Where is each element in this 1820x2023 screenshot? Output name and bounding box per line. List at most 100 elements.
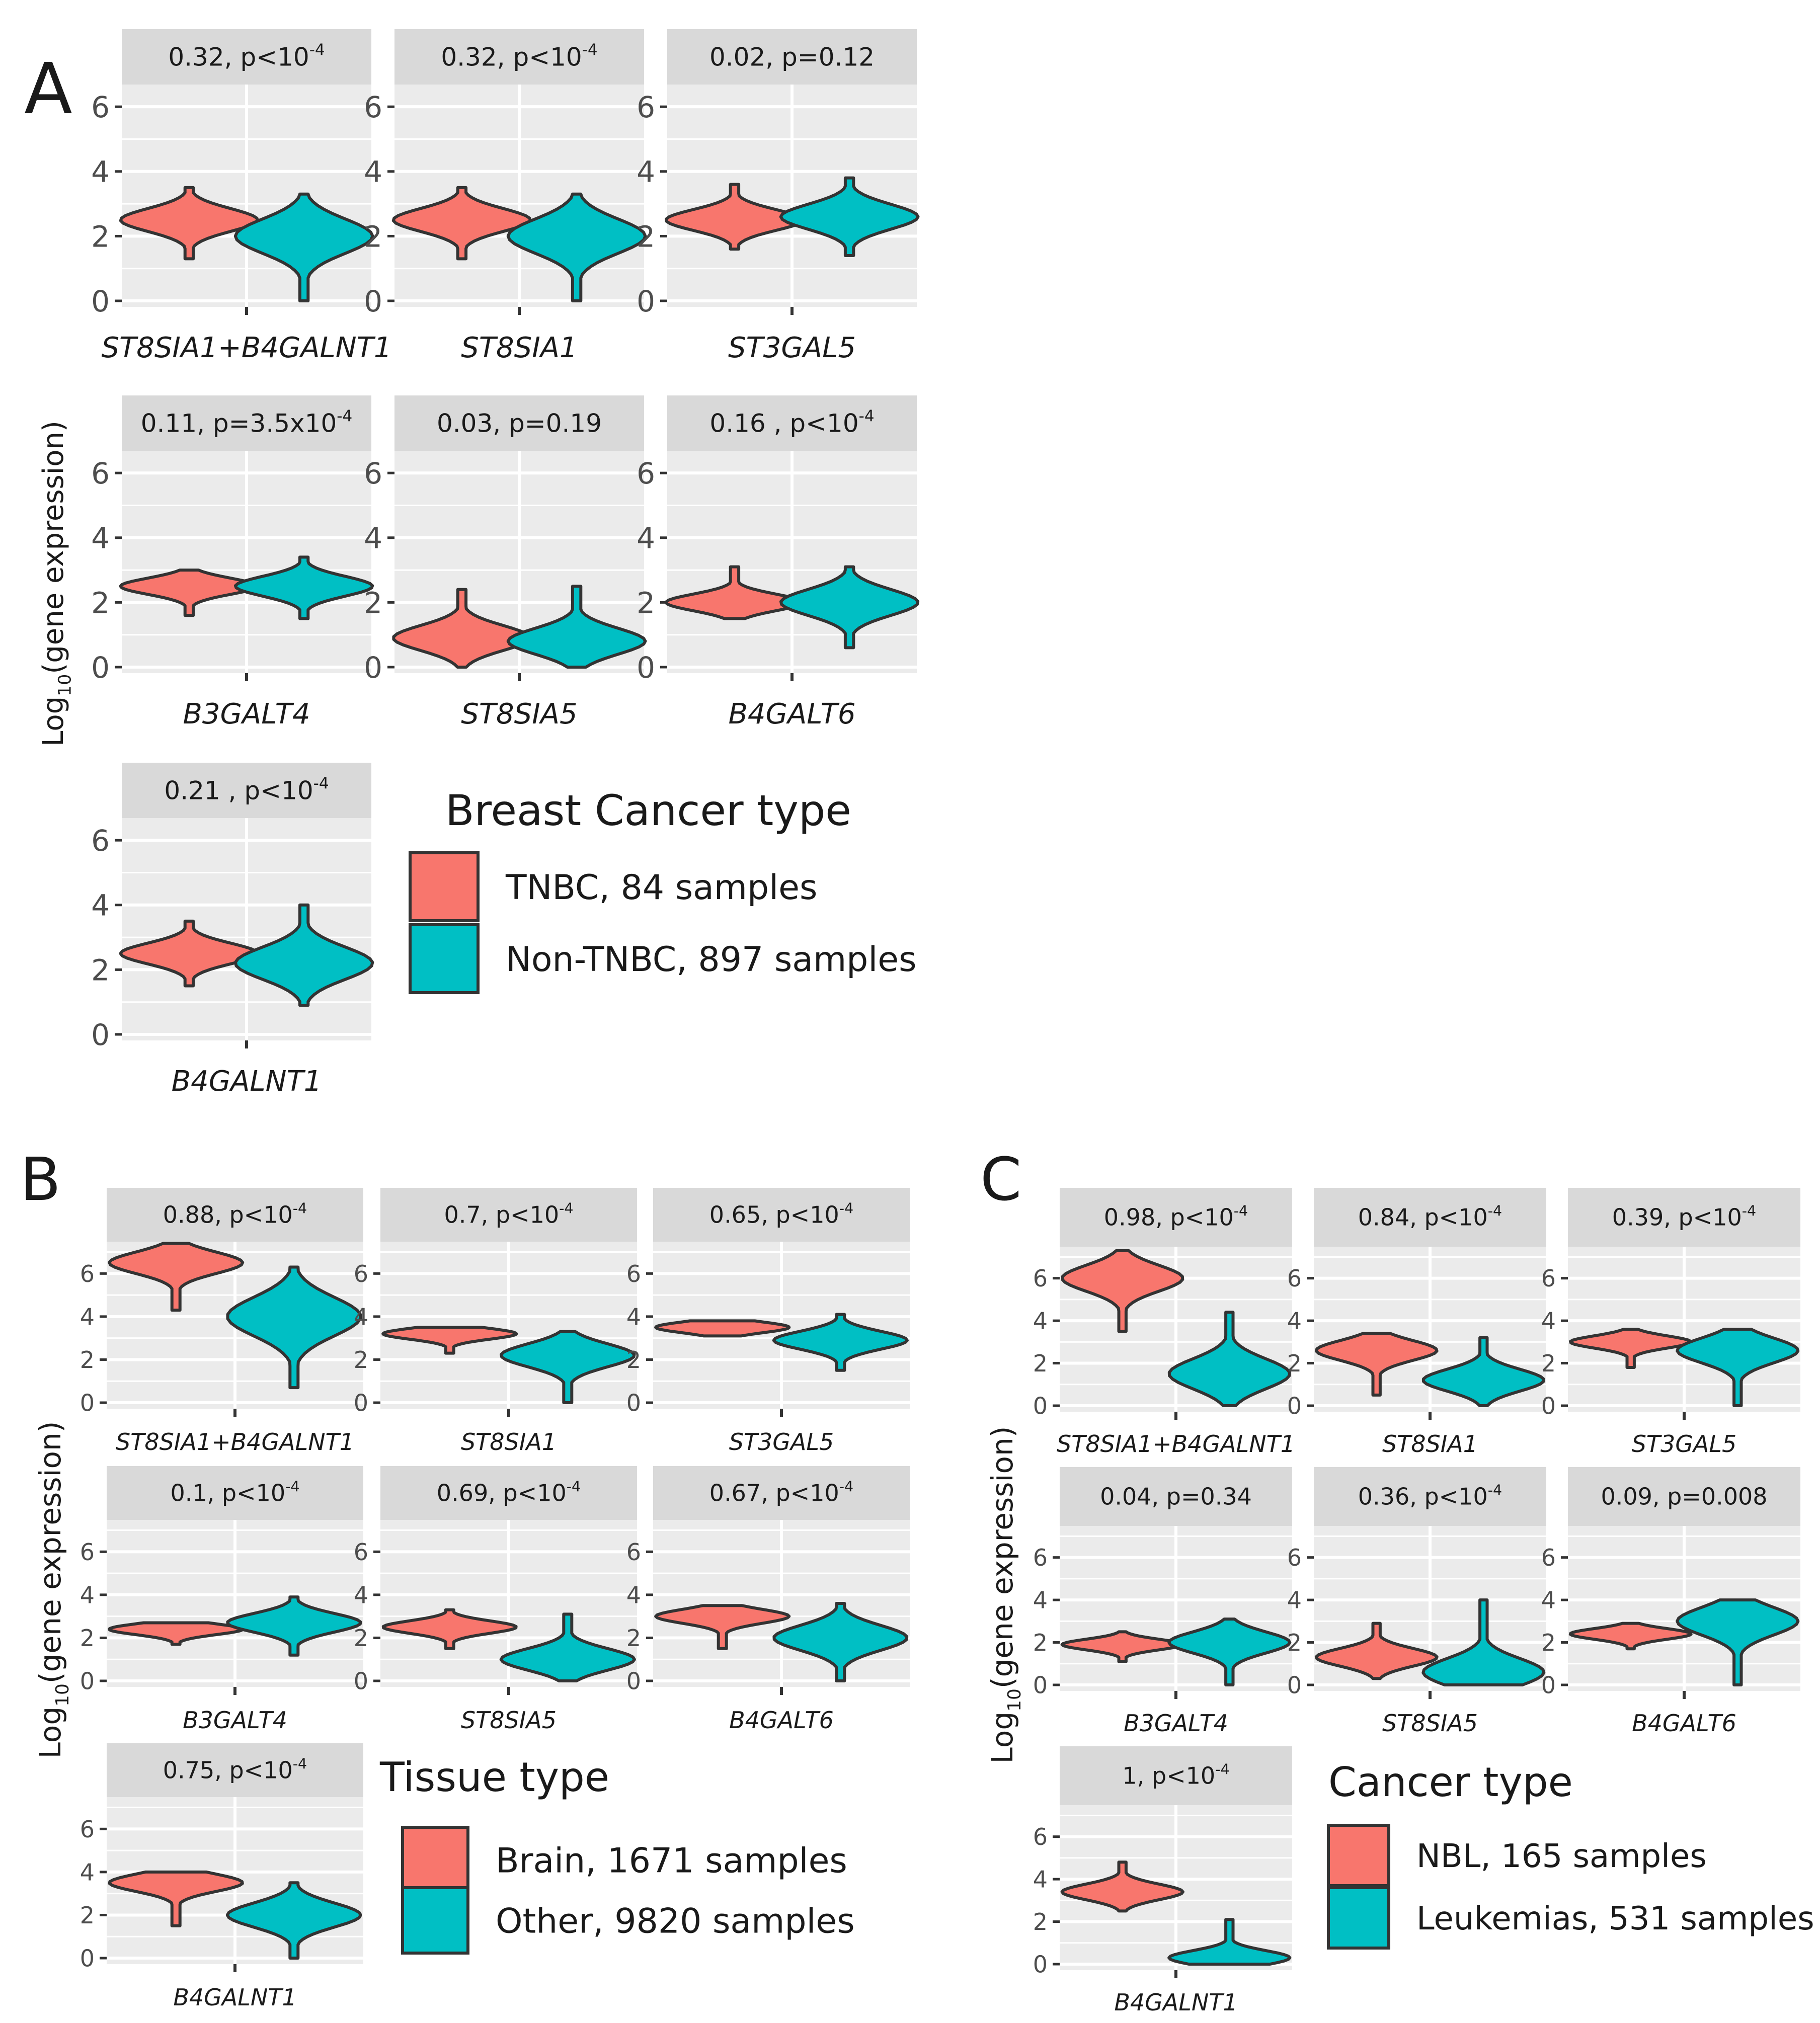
- strip-stat: 0.75, p<10: [163, 1757, 293, 1784]
- facet-strip: [122, 395, 371, 451]
- strip-exponent: -4: [839, 1200, 853, 1217]
- y-axis-title-rest: (gene expression): [33, 1421, 67, 1684]
- facet-st8sia5: 0.03, p=0.19 0 2 4 6 ST8SIA5: [364, 395, 647, 731]
- facet-strip: [1568, 1467, 1800, 1526]
- gene-label: B4GALNT1: [1114, 1989, 1237, 2016]
- y-tick-label: 6: [1033, 1823, 1048, 1850]
- y-axis-title-sub: 10: [1004, 1688, 1025, 1712]
- y-tick-label: 0: [91, 284, 110, 318]
- y-axis-title: Log10(gene expression): [33, 1421, 73, 1759]
- strip-stat: 0.04, p=0.34: [1100, 1483, 1252, 1510]
- y-tick-label: 2: [626, 1346, 641, 1373]
- violin-group-1: [1314, 1332, 1439, 1397]
- violin-group-2: [233, 903, 374, 1007]
- facet-strip-label: 0.98, p<10-4: [1104, 1202, 1248, 1231]
- y-tick-label: 2: [354, 1625, 368, 1652]
- facet-strip: [667, 395, 917, 451]
- violin-group-1: [119, 186, 260, 261]
- facet-strip: [1314, 1467, 1546, 1526]
- legend-label: NBL, 165 samples: [1416, 1838, 1707, 1875]
- facet-strip-label: 0.03, p=0.19: [437, 409, 602, 438]
- facet-strip: [107, 1188, 363, 1242]
- y-tick-label: 4: [80, 1858, 95, 1886]
- facet-st8sia1: 0.32, p<10-4 0 2 4 6 ST8SIA1: [364, 29, 647, 364]
- strip-stat: 0.84, p<10: [1358, 1204, 1488, 1231]
- y-tick-label: 6: [626, 1539, 641, 1566]
- violin-group-2: [500, 1330, 636, 1404]
- legend-label: TNBC, 84 samples: [505, 868, 817, 908]
- legend-title: Cancer type: [1328, 1759, 1573, 1806]
- facet-strip-label: 0.75, p<10-4: [163, 1755, 307, 1784]
- panel-letter: A: [24, 48, 72, 130]
- gene-label: B4GALNT1: [173, 1984, 296, 2011]
- y-tick-label: 2: [91, 953, 110, 987]
- strip-stat: 0.02, p=0.12: [709, 43, 875, 72]
- violin-group-1: [108, 1621, 245, 1646]
- facet-strip-label: 0.1, p<10-4: [170, 1478, 299, 1506]
- violin-group-2: [233, 192, 374, 302]
- gene-label: B4GALT6: [729, 698, 856, 731]
- y-tick-label: 0: [80, 1390, 95, 1417]
- strip-stat: 0.11, p=3.5x10: [141, 409, 337, 438]
- facet-st8sia1: 0.84, p<10-4 0 2 4 6 ST8SIA1: [1287, 1188, 1546, 1458]
- facet-b4galt6: 0.09, p=0.008 0 2 4 6 B4GALT6: [1541, 1467, 1800, 1737]
- facet-st8sia1-b4galnt1: 0.98, p<10-4 0 2 4 6 ST8SIA1+B4GALNT1: [1033, 1188, 1295, 1458]
- gene-label: ST8SIA1: [461, 1428, 557, 1455]
- facet-st3gal5: 0.65, p<10-4 0 2 4 6 ST3GAL5: [626, 1188, 910, 1455]
- strip-exponent: -4: [567, 1478, 581, 1495]
- facet-strip-label: 0.11, p=3.5x10-4: [141, 408, 352, 438]
- gene-label: B3GALT4: [183, 1707, 287, 1734]
- y-tick-label: 6: [364, 90, 382, 124]
- y-tick-label: 0: [1033, 1672, 1048, 1699]
- y-tick-label: 6: [637, 456, 655, 491]
- violin-group-1: [108, 1242, 245, 1312]
- y-tick-label: 4: [354, 1303, 368, 1330]
- y-tick-label: 2: [1033, 1350, 1048, 1377]
- gene-label: ST8SIA1+B4GALNT1: [1057, 1430, 1295, 1458]
- y-axis-title: Log10(gene expression): [985, 1426, 1025, 1764]
- facet-strip: [122, 763, 371, 818]
- y-axis-title: Log10(gene expression): [37, 421, 75, 747]
- strip-exponent: -4: [293, 1200, 307, 1217]
- legend-label: Other, 9820 samples: [496, 1901, 855, 1941]
- facet-st8sia1-b4galnt1: 0.88, p<10-4 0 2 4 6 ST8SIA1+B4GALNT1: [80, 1188, 363, 1455]
- gene-label: ST8SIA1: [461, 332, 577, 364]
- strip-stat: 0.88, p<10: [163, 1201, 293, 1229]
- strip-stat: 0.7, p<10: [444, 1201, 559, 1229]
- facet-b3galt4: 0.11, p=3.5x10-4 0 2 4 6 B3GALT4: [91, 395, 374, 731]
- y-tick-label: 0: [91, 1018, 110, 1052]
- y-tick-label: 6: [91, 90, 110, 124]
- facet-st8sia1-b4galnt1: 0.32, p<10-4 0 2 4 6 ST8SIA1+B4GALNT1: [91, 29, 391, 364]
- violin-group-1: [1569, 1328, 1693, 1369]
- legend-title: Tissue type: [379, 1754, 609, 1801]
- violin-group-1: [1061, 1249, 1184, 1333]
- y-tick-label: 0: [1541, 1672, 1556, 1699]
- y-tick-label: 0: [1541, 1393, 1556, 1420]
- violin-group-2: [226, 1595, 362, 1657]
- y-tick-label: 6: [1033, 1265, 1048, 1292]
- facet-strip: [1060, 1188, 1292, 1247]
- facet-strip-label: 0.21 , p<10-4: [164, 775, 329, 805]
- gene-label: ST8SIA5: [1382, 1710, 1478, 1737]
- gene-label: ST8SIA1+B4GALNT1: [102, 332, 392, 364]
- facet-strip-label: 0.7, p<10-4: [444, 1200, 573, 1228]
- gene-label: ST8SIA5: [461, 1707, 557, 1734]
- strip-exponent: -4: [859, 408, 875, 426]
- y-tick-label: 6: [80, 1260, 95, 1287]
- y-tick-label: 0: [91, 651, 110, 685]
- y-tick-label: 4: [364, 521, 382, 555]
- y-tick-label: 4: [80, 1581, 95, 1608]
- strip-exponent: -4: [337, 408, 352, 426]
- violin-group-2: [779, 565, 920, 650]
- y-tick-label: 2: [1287, 1629, 1302, 1656]
- facet-strip-label: 0.04, p=0.34: [1100, 1483, 1252, 1510]
- strip-stat: 0.16 , p<10: [709, 409, 858, 438]
- y-tick-label: 0: [1033, 1393, 1048, 1420]
- y-tick-label: 6: [1287, 1265, 1302, 1292]
- violin-group-2: [226, 1265, 362, 1390]
- violin-group-1: [1568, 1622, 1693, 1651]
- facet-b4galt6: 0.67, p<10-4 0 2 4 6 B4GALT6: [626, 1466, 910, 1734]
- violin-group-2: [772, 1602, 909, 1682]
- strip-stat: 0.32, p<10: [168, 43, 309, 72]
- violin-group-2: [506, 192, 647, 302]
